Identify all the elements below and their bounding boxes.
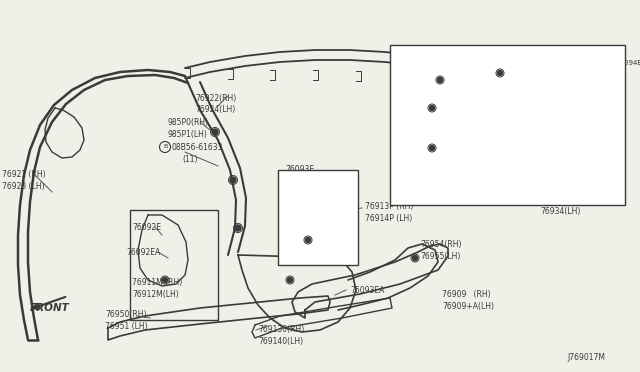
Circle shape	[429, 106, 435, 110]
Circle shape	[235, 225, 241, 231]
Circle shape	[497, 71, 502, 76]
Text: (11): (11)	[182, 155, 198, 164]
Text: 76921 (RH): 76921 (RH)	[2, 170, 45, 179]
Text: 76909+A(LH): 76909+A(LH)	[442, 302, 494, 311]
Text: 76955(LH): 76955(LH)	[420, 252, 460, 261]
Bar	[278, 170, 358, 265]
Circle shape	[429, 145, 435, 151]
Text: 769140(LH): 769140(LH)	[258, 337, 303, 346]
Text: 76913P (RH): 76913P (RH)	[365, 202, 413, 211]
Text: 76923 (LH): 76923 (LH)	[2, 182, 45, 191]
Text: 76954(RH): 76954(RH)	[420, 240, 461, 249]
Text: 76912M(LH): 76912M(LH)	[132, 290, 179, 299]
Text: 76909   (RH): 76909 (RH)	[442, 290, 491, 299]
Text: 985P0(RH): 985P0(RH)	[168, 118, 209, 127]
Text: 76094EA: 76094EA	[395, 100, 426, 106]
Circle shape	[212, 129, 218, 135]
Text: 76093E: 76093E	[285, 165, 314, 174]
Text: 985P1(LH): 985P1(LH)	[168, 130, 208, 139]
Text: 76094E: 76094E	[578, 78, 605, 84]
Text: 76094E: 76094E	[615, 60, 640, 66]
Text: J769017M: J769017M	[567, 353, 605, 362]
Circle shape	[438, 77, 442, 83]
Circle shape	[163, 278, 168, 282]
Text: 769130(RH): 769130(RH)	[258, 325, 304, 334]
Text: 76922(RH): 76922(RH)	[195, 94, 236, 103]
Text: 76094E: 76094E	[578, 92, 605, 98]
Text: 76924(LH): 76924(LH)	[195, 105, 236, 114]
Text: 76093EA: 76093EA	[350, 286, 385, 295]
Text: 76950(RH): 76950(RH)	[105, 310, 147, 319]
Text: 76933(RH): 76933(RH)	[540, 195, 582, 204]
Text: 76934(LH): 76934(LH)	[540, 207, 580, 216]
Circle shape	[413, 256, 417, 260]
Text: 08B56-61633: 08B56-61633	[172, 143, 223, 152]
Text: 76092EA: 76092EA	[126, 248, 160, 257]
Text: 76911M (RH): 76911M (RH)	[132, 278, 182, 287]
Bar	[130, 210, 218, 320]
Circle shape	[230, 177, 236, 183]
Text: 76951 (LH): 76951 (LH)	[105, 322, 148, 331]
Bar	[390, 45, 625, 205]
Circle shape	[287, 278, 292, 282]
Circle shape	[305, 237, 310, 243]
Text: 76914P (LH): 76914P (LH)	[365, 214, 412, 223]
Text: 76092E: 76092E	[132, 223, 161, 232]
Text: B: B	[163, 144, 167, 150]
Text: FRONT: FRONT	[30, 303, 70, 313]
